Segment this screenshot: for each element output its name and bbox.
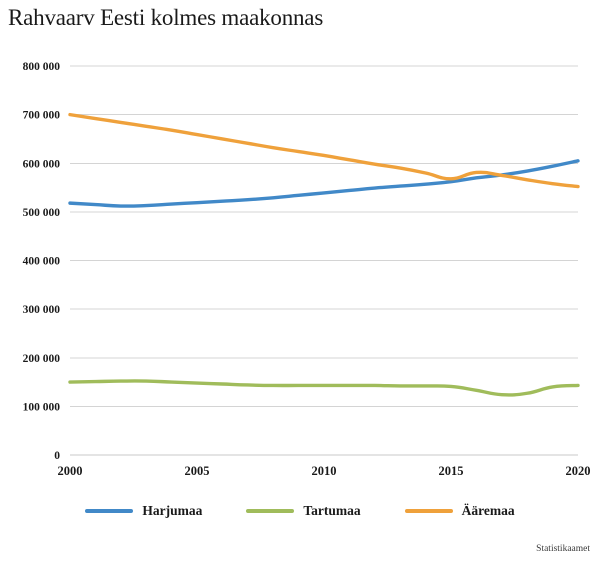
x-axis-tick-label: 2000 [58,464,83,478]
y-axis-tick-label: 600 000 [23,158,61,170]
legend-item-ääremaa[interactable]: Ääremaa [404,503,515,519]
y-axis-tick-label: 400 000 [23,256,61,268]
legend-swatch-icon [246,509,295,513]
x-axis-tick-labels: 2000 2005 2010 2015 2020 [58,464,591,478]
x-axis-tick-label: 2015 [439,464,464,478]
x-axis-tick-label: 2005 [185,464,210,478]
source-attribution: Statistikaamet [536,544,590,554]
x-axis-tick-label: 2020 [566,464,591,478]
x-axis-tick-label: 2010 [312,464,337,478]
y-axis-tick-label: 500 000 [23,207,61,219]
series-line-tartumaa [68,379,580,397]
legend-item-label: Harjumaa [142,503,203,518]
legend-item-tartumaa[interactable]: Tartumaa [246,503,361,519]
legend-item-harjumaa[interactable]: Harjumaa [85,503,202,519]
legend-swatch-icon [404,509,453,513]
series-line-ääremaa [68,112,580,189]
y-axis-tick-label: 200 000 [23,353,61,365]
legend-item-label: Tartumaa [303,503,361,518]
y-axis-tick-label: 800 000 [23,61,61,73]
plot-area: 0 100 000 200 000 300 000 400 000 500 000 600 … [23,61,591,478]
series-line-harjumaa [68,159,580,208]
chart-legend: Harjumaa Tartumaa Ääremaa [0,498,600,524]
data-series-group [68,112,580,397]
gridlines-group [70,65,578,456]
y-axis-tick-labels: 0 100 000 200 000 300 000 400 000 500 000 600 … [23,61,61,462]
y-axis-tick-label: 100 000 [23,401,61,413]
y-axis-tick-label: 300 000 [23,304,61,316]
y-axis-tick-label: 0 [54,450,60,462]
legend-item-label: Ääremaa [461,503,515,518]
y-axis-tick-label: 700 000 [23,110,61,122]
legend-swatch-icon [85,509,134,513]
line-chart-svg: 0 100 000 200 000 300 000 400 000 500 000 600 … [23,61,591,478]
page-title: Rahvaarv Eesti kolmes maakonnas [8,5,324,30]
